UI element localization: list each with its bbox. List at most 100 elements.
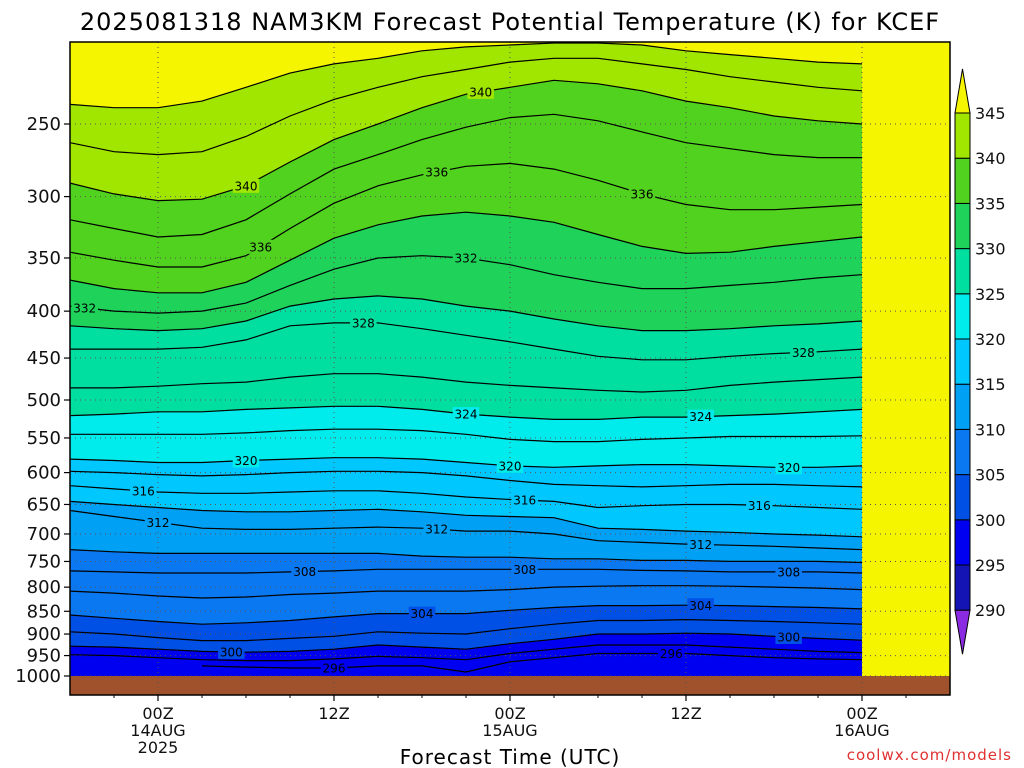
contour-label-bg-340 (467, 84, 494, 99)
contour-label-324: 324 (455, 408, 478, 422)
y-tick-label-750: 750 (27, 551, 61, 572)
colorbar-segment-325 (954, 248, 971, 295)
contour-label-312: 312 (147, 516, 170, 530)
contour-label-bg-296 (658, 646, 685, 661)
colorbar-label-335: 335 (975, 194, 1006, 213)
contour-labels: 296 296 300 300 304 304 308 308 308 312 312 312 316 3… (71, 84, 817, 675)
colorbar-top-arrow (954, 68, 971, 114)
contour-300 (70, 632, 863, 653)
colorbar-segment-310 (954, 383, 971, 430)
colorbar-label-325: 325 (975, 285, 1006, 304)
contour-310 (70, 549, 863, 564)
contour-label-bg-308 (511, 562, 538, 577)
contour-label-bg-316 (746, 498, 773, 513)
colorbar-label-290: 290 (975, 601, 1006, 620)
colorbar-segment-315 (954, 338, 971, 385)
pressure-axis: 2503003504004505005506006507007508008509… (15, 114, 70, 687)
contour-296 (201, 652, 863, 673)
contour-320 (70, 457, 863, 468)
y-tick-label-500: 500 (27, 390, 61, 411)
contour-label-bg-324 (687, 409, 714, 424)
contour-label-340: 340 (469, 85, 492, 99)
colorbar-segment-295 (954, 519, 971, 566)
contour-label-316: 316 (132, 484, 155, 498)
contour-label-308: 308 (513, 563, 536, 577)
contour-label-320: 320 (777, 461, 800, 475)
colorbar-segment-320 (954, 293, 971, 340)
contour-label-324: 324 (689, 410, 712, 424)
contour-label-312: 312 (689, 538, 712, 552)
colorbar-label-310: 310 (975, 420, 1006, 439)
contour-label-332: 332 (455, 251, 478, 265)
contour-label-300: 300 (777, 630, 800, 644)
contour-label-bg-328 (350, 315, 377, 330)
colorbar-label-330: 330 (975, 240, 1006, 259)
y-tick-label-250: 250 (27, 114, 61, 135)
ground-surface (70, 676, 950, 695)
contour-314 (70, 500, 863, 538)
contour-label-316: 316 (513, 494, 536, 508)
contour-label-bg-296 (320, 660, 348, 675)
credit-text: coolwx.com/models (847, 746, 1012, 764)
contour-label-328: 328 (792, 346, 815, 360)
contour-316 (70, 485, 863, 510)
x-tick-label-24-0: 00Z (494, 704, 525, 723)
colorbar-segment-290 (954, 564, 971, 611)
colorbar-segment-340 (954, 112, 971, 159)
contour-label-bg-308 (775, 564, 802, 579)
contour-label-304: 304 (689, 599, 712, 613)
x-tick-label-24-1: 15AUG (482, 721, 537, 740)
chart-title: 2025081318 NAM3KM Forecast Potential Tem… (80, 8, 940, 36)
contour-338 (70, 113, 862, 238)
contour-label-bg-320 (496, 458, 524, 473)
contour-label-312: 312 (425, 523, 448, 537)
contour-label-308: 308 (293, 565, 316, 579)
colorbar-label-320: 320 (975, 330, 1006, 349)
contour-label-bg-312 (423, 522, 450, 537)
y-tick-label-450: 450 (27, 348, 61, 369)
contour-label-bg-304 (687, 598, 714, 613)
contour-label-336: 336 (631, 187, 654, 201)
contour-318 (70, 470, 863, 488)
y-tick-label-400: 400 (27, 301, 61, 322)
y-tick-label-900: 900 (27, 624, 61, 645)
contour-302 (70, 618, 863, 642)
colorbar-label-295: 295 (975, 556, 1006, 575)
colorbar-bottom-arrow (954, 609, 971, 655)
contour-label-336: 336 (425, 165, 448, 179)
contour-label-304: 304 (411, 607, 434, 621)
contour-label-328: 328 (352, 316, 375, 330)
y-tick-label-1000: 1000 (15, 666, 61, 687)
contour-label-bg-312 (687, 537, 714, 552)
contour-label-308: 308 (777, 565, 800, 579)
x-tick-label-12-0: 12Z (318, 704, 349, 723)
colorbar-label-300: 300 (975, 511, 1006, 530)
contour-label-336: 336 (249, 240, 272, 254)
contour-label-bg-324 (452, 407, 480, 422)
x-tick-label-0-0: 00Z (142, 704, 173, 723)
contour-label-bg-312 (144, 515, 172, 530)
x-axis-title: Forecast Time (UTC) (400, 745, 621, 768)
contour-label-316: 316 (748, 499, 771, 513)
contour-label-bg-300 (218, 644, 245, 659)
x-tick-label-0-2: 2025 (138, 738, 179, 757)
contour-label-bg-336 (423, 164, 450, 179)
contour-label-296: 296 (323, 661, 346, 675)
contour-label-bg-300 (775, 629, 802, 644)
y-tick-label-350: 350 (27, 248, 61, 269)
contour-label-296: 296 (660, 647, 683, 661)
contour-308 (70, 568, 863, 574)
potential-temperature-fill (70, 42, 950, 695)
contour-label-bg-336 (247, 239, 274, 254)
y-tick-label-300: 300 (27, 187, 61, 208)
contour-label-320: 320 (235, 454, 258, 468)
colorbar: 290 295 300 305 310 315 320 325 330 335 340 345 (954, 68, 1006, 655)
contour-340 (70, 79, 863, 202)
contour-304 (70, 604, 863, 625)
contour-342 (70, 57, 863, 156)
contour-322 (70, 428, 863, 443)
y-tick-label-650: 650 (27, 494, 61, 515)
contour-344 (70, 42, 863, 109)
y-tick-label-600: 600 (27, 463, 61, 484)
